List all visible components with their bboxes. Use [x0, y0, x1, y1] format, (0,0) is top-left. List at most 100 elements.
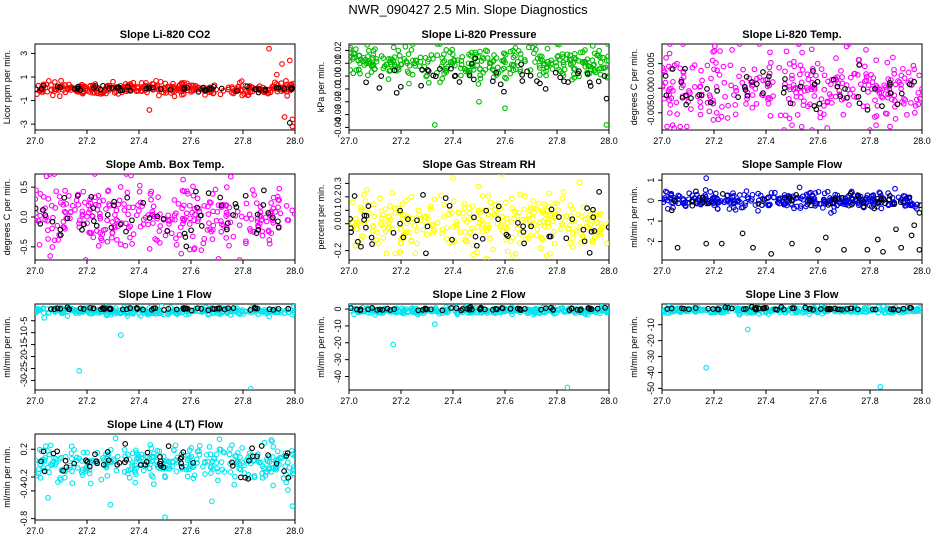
data-point [231, 473, 238, 480]
series-all [35, 304, 295, 390]
data-point [706, 108, 713, 115]
data-point [35, 457, 39, 464]
data-point [539, 236, 546, 243]
data-point [205, 190, 212, 196]
data-point [777, 112, 784, 119]
data-point [905, 195, 912, 201]
data-point [536, 65, 543, 71]
data-point [662, 64, 666, 71]
outlier-point [286, 57, 293, 64]
data-point [367, 60, 374, 67]
data-point [671, 197, 678, 204]
x-tick-label: 27.2 [705, 396, 723, 406]
data-point [915, 89, 922, 96]
data-point [878, 205, 885, 212]
data-point [270, 465, 277, 472]
data-point [832, 196, 839, 203]
data-point [202, 458, 208, 465]
data-point [595, 78, 602, 85]
data-point [392, 250, 399, 257]
data-point [911, 66, 918, 73]
data-point [471, 214, 477, 221]
y-tick-label: -0.4 [19, 483, 29, 499]
data-point [362, 198, 369, 204]
data-point [401, 55, 408, 62]
data-point [553, 63, 560, 69]
data-point [250, 453, 256, 460]
data-point [263, 218, 270, 225]
data-point [536, 200, 542, 207]
y-axis-label: kPa per min. [316, 62, 326, 113]
data-point [461, 200, 468, 207]
data-point [917, 95, 922, 102]
data-point [778, 304, 785, 310]
data-point [285, 459, 291, 466]
data-point [361, 212, 368, 219]
data-point [276, 185, 283, 192]
x-tick-label: 27.4 [444, 266, 462, 276]
data-point [221, 469, 228, 475]
data-point [811, 308, 818, 314]
data-point [666, 50, 673, 57]
chart-title: Slope Gas Stream RH [422, 159, 535, 171]
data-point [499, 305, 506, 312]
data-point [220, 223, 227, 229]
data-point [156, 239, 163, 246]
data-point [598, 211, 604, 217]
data-point [133, 212, 140, 219]
data-point [42, 212, 49, 218]
data-point [755, 190, 762, 197]
y-tick-label: -3 [19, 120, 29, 128]
data-point [363, 212, 370, 219]
x-tick-label: 27.8 [548, 136, 566, 146]
data-point [386, 68, 393, 74]
data-point [77, 305, 84, 312]
data-point [157, 223, 164, 229]
data-point [201, 235, 208, 242]
points-layer [349, 44, 609, 128]
data-point [856, 309, 862, 315]
data-point [164, 228, 171, 234]
data-point [563, 235, 570, 242]
data-point [760, 90, 766, 96]
data-point [403, 197, 409, 204]
data-point [132, 447, 139, 454]
data-point [123, 174, 130, 177]
data-point [871, 205, 878, 212]
data-point [864, 106, 871, 113]
data-point [868, 86, 875, 92]
data-point [194, 448, 201, 455]
data-point [458, 307, 465, 314]
data-point [249, 445, 255, 452]
data-point [776, 196, 783, 203]
data-point [468, 60, 475, 67]
outlier-point [431, 122, 438, 128]
data-point [215, 477, 221, 484]
data-point [766, 70, 773, 77]
data-point [722, 197, 729, 204]
y-tick-label: -1 [19, 97, 29, 105]
data-point [710, 306, 716, 312]
data-point [498, 174, 505, 177]
data-point [171, 447, 177, 454]
data-point [354, 306, 360, 313]
data-point [686, 88, 692, 94]
data-point [123, 456, 130, 463]
data-point [124, 189, 131, 196]
data-point [352, 215, 359, 222]
data-point [551, 240, 558, 247]
data-point [787, 86, 793, 93]
outlier-point [107, 501, 114, 508]
data-point [888, 306, 894, 313]
data-point [892, 185, 898, 192]
data-point [497, 223, 504, 230]
data-point [678, 78, 685, 85]
data-point [800, 102, 807, 109]
data-point [911, 109, 918, 116]
data-point [238, 213, 245, 220]
data-point [766, 73, 772, 80]
data-point [191, 472, 198, 479]
outlier-point [431, 321, 438, 328]
data-point [285, 474, 292, 481]
data-point [752, 85, 759, 92]
